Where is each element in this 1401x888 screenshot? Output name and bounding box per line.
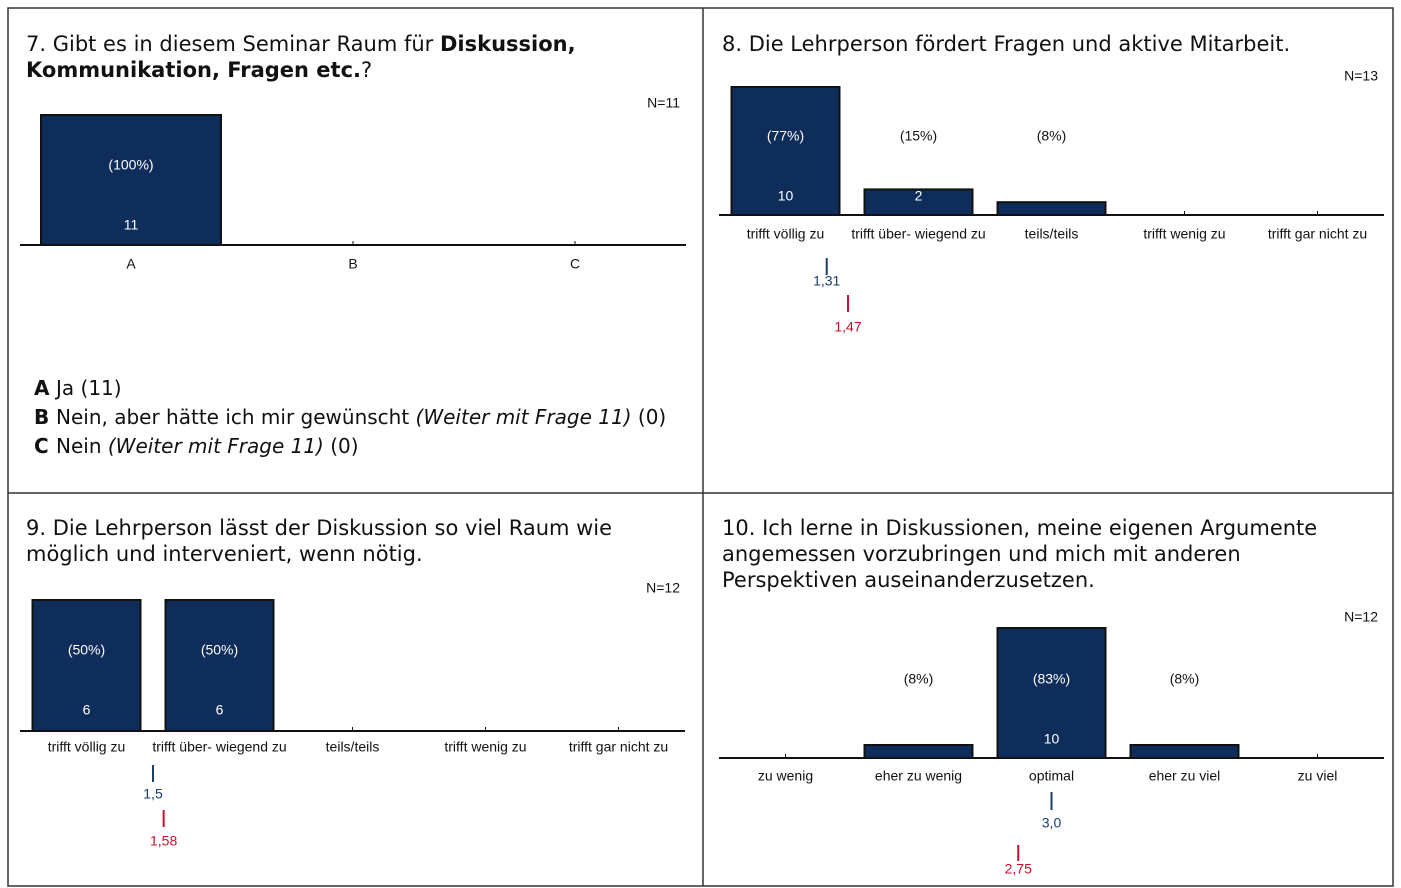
category-label: trifft wenig zu [1143, 226, 1225, 242]
legend-text: (0) [323, 434, 359, 458]
category-label: trifft völlig zu [747, 226, 825, 242]
bar [996, 627, 1107, 759]
title-part: Diskussion, Kommunikation, Fragen etc. [26, 32, 576, 82]
bar [863, 744, 974, 759]
bar [730, 86, 841, 216]
category-label: eher zu wenig [875, 768, 962, 784]
count-label: 11 [124, 217, 139, 233]
percent-label: (15%) [900, 128, 937, 144]
mean-label: 1,58 [150, 833, 177, 849]
legend-item: B Nein, aber hätte ich mir gewünscht (Wei… [34, 403, 694, 432]
bar [164, 599, 275, 732]
percent-label: (100%) [108, 157, 153, 173]
count-label: 2 [915, 188, 923, 204]
legend-text: (Weiter mit Frage 11) [415, 405, 632, 429]
category-label: zu wenig [758, 768, 813, 784]
category-label: B [348, 256, 357, 272]
category-label: trifft völlig zu [48, 739, 126, 755]
legend-item: C Nein (Weiter mit Frage 11) (0) [34, 432, 694, 461]
count-label: 1 [1048, 188, 1056, 204]
count-label: 10 [1044, 731, 1060, 747]
legend-key: A [34, 376, 50, 400]
n-label: N=13 [1344, 68, 1378, 84]
bar [40, 114, 222, 246]
category-label: teils/teils [1025, 226, 1079, 242]
legend-text: Nein, aber hätte ich mir gewünscht [56, 405, 416, 429]
category-label: trifft über- wiegend zu [152, 739, 286, 755]
mean-label: 1,31 [813, 273, 840, 289]
legend-item: A Ja (11) [34, 374, 694, 403]
percent-label: (8%) [1037, 128, 1067, 144]
chart-title: 9. Die Lehrperson lässt der Diskussion s… [26, 515, 686, 567]
count-label: 10 [778, 188, 794, 204]
count-label: 1 [1181, 731, 1189, 747]
title-part: 9. Die Lehrperson lässt der Diskussion s… [26, 516, 613, 566]
category-label: teils/teils [326, 739, 380, 755]
category-label: trifft gar nicht zu [569, 739, 668, 755]
category-label: zu viel [1298, 768, 1338, 784]
chart-title: 7. Gibt es in diesem Seminar Raum für Di… [26, 31, 646, 83]
title-part: 7. Gibt es in diesem Seminar Raum für [26, 32, 440, 56]
category-label: optimal [1029, 768, 1074, 784]
title-part: 8. Die Lehrperson fördert Fragen und akt… [722, 32, 1291, 56]
bar [863, 188, 974, 216]
bar [31, 599, 142, 732]
legend: A Ja (11) B Nein, aber hätte ich mir gewüns… [34, 374, 694, 461]
legend-key: B [34, 405, 50, 429]
chart-title: 8. Die Lehrperson fördert Fragen und akt… [722, 31, 1382, 57]
category-label: trifft über- wiegend zu [851, 226, 985, 242]
mean-label: 1,47 [834, 319, 861, 335]
legend-text: Ja (11) [56, 376, 122, 400]
n-label: N=12 [1344, 609, 1378, 625]
category-label: eher zu viel [1149, 768, 1221, 784]
mean-label: 1,5 [143, 786, 163, 802]
chart-title: 10. Ich lerne in Diskussionen, meine eig… [722, 515, 1382, 593]
legend-key: C [34, 434, 49, 458]
percent-label: (50%) [201, 642, 238, 658]
percent-label: (8%) [904, 671, 934, 687]
legend-text: (Weiter mit Frage 11) [107, 434, 324, 458]
legend-text: Nein [56, 434, 108, 458]
category-label: trifft gar nicht zu [1268, 226, 1367, 242]
legend-text: (0) [631, 405, 667, 429]
percent-label: (77%) [767, 128, 804, 144]
percent-label: (50%) [68, 642, 105, 658]
count-label: 6 [216, 702, 224, 718]
category-label: C [570, 256, 580, 272]
bar [996, 201, 1107, 216]
title-part: ? [361, 58, 373, 82]
mean-label: 3,0 [1042, 815, 1062, 831]
n-label: N=12 [646, 580, 680, 596]
mean-label: 2,75 [1005, 861, 1032, 877]
category-label: A [126, 256, 136, 272]
category-label: trifft wenig zu [444, 739, 526, 755]
percent-label: (8%) [1170, 671, 1200, 687]
bar [1129, 744, 1240, 759]
count-label: 1 [915, 731, 923, 747]
frame [7, 7, 1394, 887]
n-label: N=11 [647, 95, 680, 111]
percent-label: (83%) [1033, 671, 1070, 687]
title-part: 10. Ich lerne in Diskussionen, meine eig… [722, 516, 1318, 592]
count-label: 6 [83, 702, 91, 718]
